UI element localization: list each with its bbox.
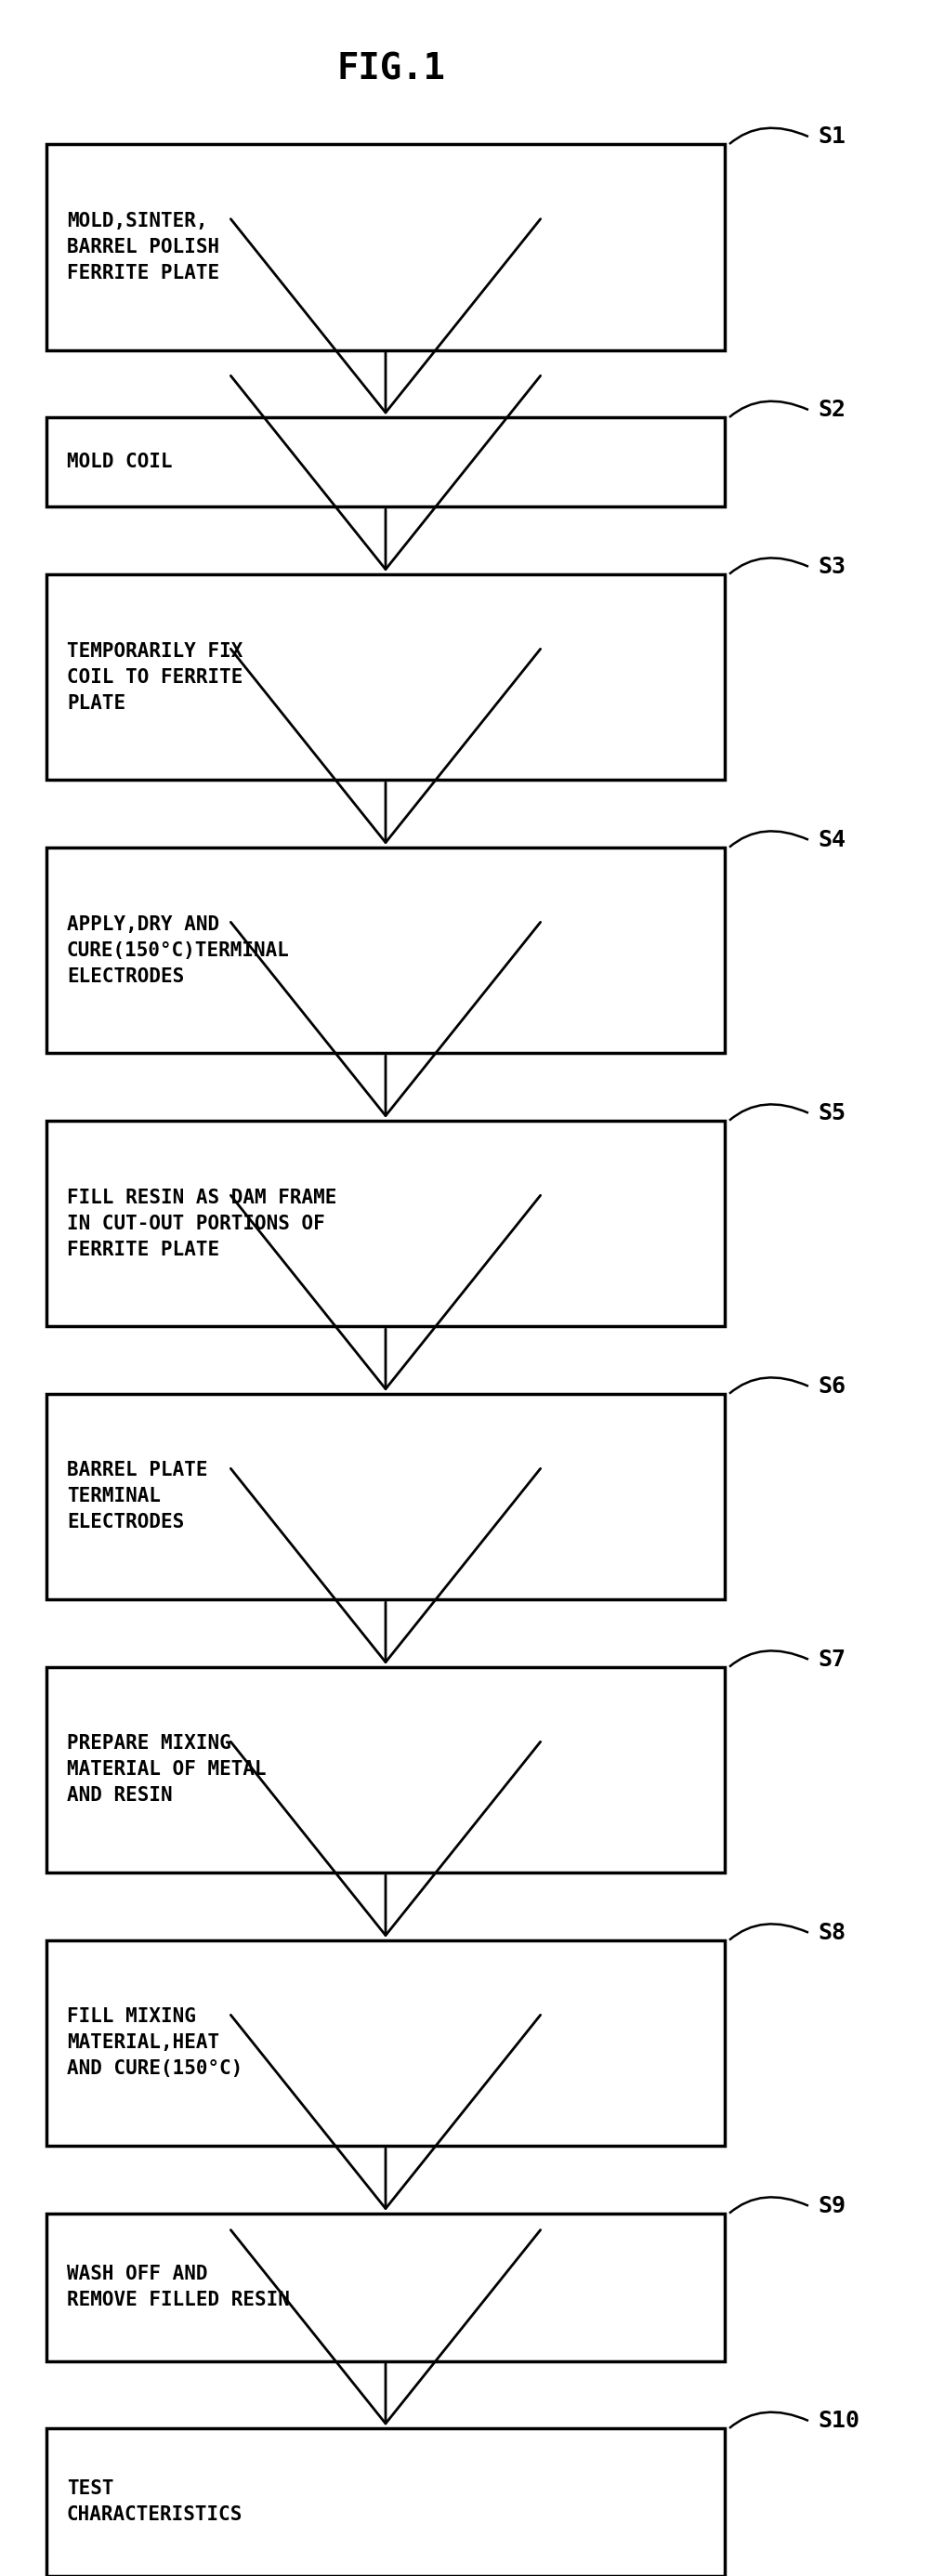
Bar (47, 144, 724, 350)
Text: S10: S10 (816, 2409, 858, 2432)
Text: PREPARE MIXING
MATERIAL OF METAL
AND RESIN: PREPARE MIXING MATERIAL OF METAL AND RES… (67, 1734, 266, 1806)
Text: S5: S5 (816, 1103, 844, 1123)
Text: BARREL PLATE
TERMINAL
ELECTRODES: BARREL PLATE TERMINAL ELECTRODES (67, 1461, 208, 1533)
Bar (47, 848, 724, 1054)
Bar (47, 2429, 724, 2576)
Text: S8: S8 (816, 1922, 844, 1945)
Text: S6: S6 (816, 1376, 844, 1396)
Bar (47, 1940, 724, 2146)
Text: FILL RESIN AS DAM FRAME
IN CUT-OUT PORTIONS OF
FERRITE PLATE: FILL RESIN AS DAM FRAME IN CUT-OUT PORTI… (67, 1188, 336, 1260)
Bar (47, 1121, 724, 1327)
Bar (47, 2213, 724, 2362)
Text: WASH OFF AND
REMOVE FILLED RESIN: WASH OFF AND REMOVE FILLED RESIN (67, 2264, 290, 2311)
Text: S2: S2 (816, 399, 844, 420)
Text: MOLD,SINTER,
BARREL POLISH
FERRITE PLATE: MOLD,SINTER, BARREL POLISH FERRITE PLATE (67, 211, 219, 283)
Bar (47, 1394, 724, 1600)
Bar (47, 574, 724, 781)
Text: S7: S7 (816, 1649, 844, 1669)
Text: TEMPORARILY FIX
COIL TO FERRITE
PLATE: TEMPORARILY FIX COIL TO FERRITE PLATE (67, 641, 243, 714)
Text: S1: S1 (816, 126, 844, 147)
Text: FILL MIXING
MATERIAL,HEAT
AND CURE(150°C): FILL MIXING MATERIAL,HEAT AND CURE(150°C… (67, 2007, 243, 2079)
Bar (47, 417, 724, 507)
Text: S9: S9 (816, 2195, 844, 2218)
Text: S4: S4 (816, 829, 844, 850)
Text: FIG.1: FIG.1 (337, 52, 445, 88)
Bar (47, 1667, 724, 1873)
Text: TEST
CHARACTERISTICS: TEST CHARACTERISTICS (67, 2481, 243, 2524)
Text: MOLD COIL: MOLD COIL (67, 453, 172, 471)
Text: APPLY,DRY AND
CURE(150°C)TERMINAL
ELECTRODES: APPLY,DRY AND CURE(150°C)TERMINAL ELECTR… (67, 914, 290, 987)
Text: S3: S3 (816, 556, 844, 577)
